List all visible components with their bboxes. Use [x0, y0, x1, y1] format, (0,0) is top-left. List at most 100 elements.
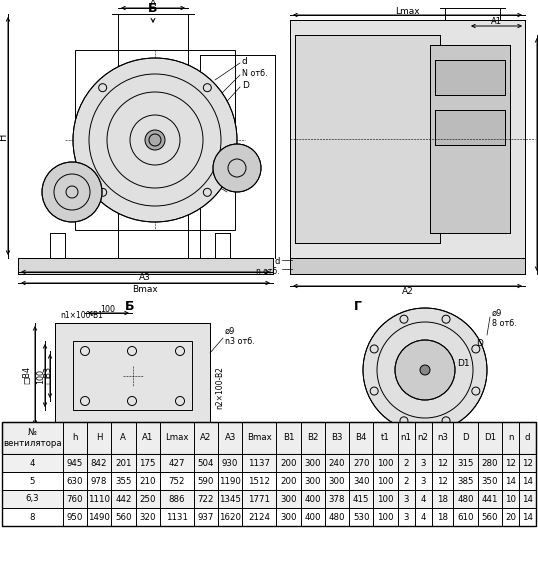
- Text: 12: 12: [437, 459, 448, 468]
- Text: d: d: [242, 57, 248, 66]
- Text: A2: A2: [200, 433, 211, 442]
- Text: 100: 100: [101, 305, 116, 314]
- Circle shape: [420, 365, 430, 375]
- Circle shape: [42, 162, 102, 222]
- Text: 400: 400: [305, 513, 321, 522]
- Text: 315: 315: [457, 459, 474, 468]
- Text: A1: A1: [491, 17, 502, 26]
- Bar: [55, 323, 210, 428]
- Text: 1137: 1137: [249, 459, 270, 468]
- Text: 842: 842: [91, 459, 108, 468]
- Text: 100: 100: [377, 477, 394, 486]
- Text: 3: 3: [420, 477, 426, 486]
- Text: 2: 2: [404, 459, 409, 468]
- Bar: [75, 50, 235, 230]
- Text: A3: A3: [139, 274, 151, 283]
- Text: №
вентилятора: № вентилятора: [3, 428, 62, 448]
- Text: 752: 752: [168, 477, 185, 486]
- Text: n отб.: n отб.: [257, 266, 280, 275]
- Text: Г: Г: [354, 301, 362, 314]
- Bar: [18, 258, 273, 274]
- Text: 3: 3: [404, 495, 409, 504]
- Bar: [18, 258, 273, 274]
- Text: 5: 5: [30, 477, 35, 486]
- Text: 722: 722: [197, 495, 214, 504]
- Text: d: d: [525, 433, 530, 442]
- Text: 378: 378: [329, 495, 345, 504]
- Bar: [435, 60, 505, 95]
- Bar: [435, 110, 505, 145]
- Bar: [435, 60, 505, 95]
- Text: D: D: [462, 433, 469, 442]
- Text: N отб.: N отб.: [242, 70, 267, 79]
- Text: 8: 8: [30, 513, 35, 522]
- Text: 2124: 2124: [249, 513, 270, 522]
- Bar: [290, 258, 525, 274]
- Text: A1: A1: [142, 433, 153, 442]
- Bar: [290, 258, 525, 274]
- Text: 18: 18: [437, 513, 448, 522]
- Text: 14: 14: [522, 513, 533, 522]
- Circle shape: [145, 130, 165, 150]
- Bar: [55, 323, 210, 428]
- Text: A: A: [150, 0, 156, 8]
- Text: 3: 3: [404, 513, 409, 522]
- Text: 8 отб.: 8 отб.: [492, 319, 517, 328]
- Bar: [2, 472, 536, 490]
- Text: n2×100-B2: n2×100-B2: [216, 366, 224, 409]
- Text: □B3: □B3: [44, 366, 53, 384]
- Text: Bmax: Bmax: [132, 284, 158, 293]
- Text: 100: 100: [37, 369, 46, 383]
- Text: D1: D1: [457, 359, 470, 368]
- Text: 886: 886: [168, 495, 185, 504]
- Text: 590: 590: [197, 477, 214, 486]
- Text: 3: 3: [420, 459, 426, 468]
- Bar: [295, 35, 440, 243]
- Text: 530: 530: [353, 513, 370, 522]
- Text: 1771: 1771: [249, 495, 270, 504]
- Text: A3: A3: [224, 433, 236, 442]
- Circle shape: [73, 58, 237, 222]
- Text: 6,3: 6,3: [25, 495, 39, 504]
- Text: 560: 560: [482, 513, 498, 522]
- Text: 300: 300: [280, 513, 296, 522]
- Bar: [2, 508, 536, 526]
- Text: 12: 12: [522, 459, 533, 468]
- Text: 480: 480: [329, 513, 345, 522]
- Text: 18: 18: [437, 495, 448, 504]
- Text: B3: B3: [331, 433, 343, 442]
- Text: B1: B1: [282, 433, 294, 442]
- Text: 4: 4: [30, 459, 35, 468]
- Circle shape: [363, 308, 487, 432]
- Text: 350: 350: [482, 477, 498, 486]
- Text: 201: 201: [115, 459, 132, 468]
- Text: 355: 355: [115, 477, 132, 486]
- Text: 12: 12: [437, 477, 448, 486]
- Text: 930: 930: [222, 459, 238, 468]
- Text: 760: 760: [67, 495, 83, 504]
- Text: 175: 175: [139, 459, 156, 468]
- Text: 560: 560: [115, 513, 132, 522]
- Text: H: H: [0, 132, 8, 140]
- Text: A: A: [121, 433, 126, 442]
- Text: 1190: 1190: [219, 477, 241, 486]
- Text: 100: 100: [377, 513, 394, 522]
- Text: 210: 210: [139, 477, 156, 486]
- Text: h: h: [72, 433, 77, 442]
- Text: 4: 4: [420, 513, 426, 522]
- Text: 12: 12: [505, 459, 516, 468]
- Text: A2: A2: [402, 288, 413, 297]
- Text: B2: B2: [307, 433, 318, 442]
- Text: 100: 100: [377, 495, 394, 504]
- Text: 300: 300: [280, 495, 296, 504]
- Text: D: D: [476, 338, 483, 347]
- Text: 14: 14: [522, 477, 533, 486]
- Text: 1620: 1620: [219, 513, 241, 522]
- Text: 4: 4: [420, 495, 426, 504]
- Text: 630: 630: [67, 477, 83, 486]
- Text: 200: 200: [280, 459, 296, 468]
- Bar: [2, 454, 536, 472]
- Circle shape: [213, 144, 261, 192]
- Text: 340: 340: [353, 477, 370, 486]
- Text: t1: t1: [381, 433, 390, 442]
